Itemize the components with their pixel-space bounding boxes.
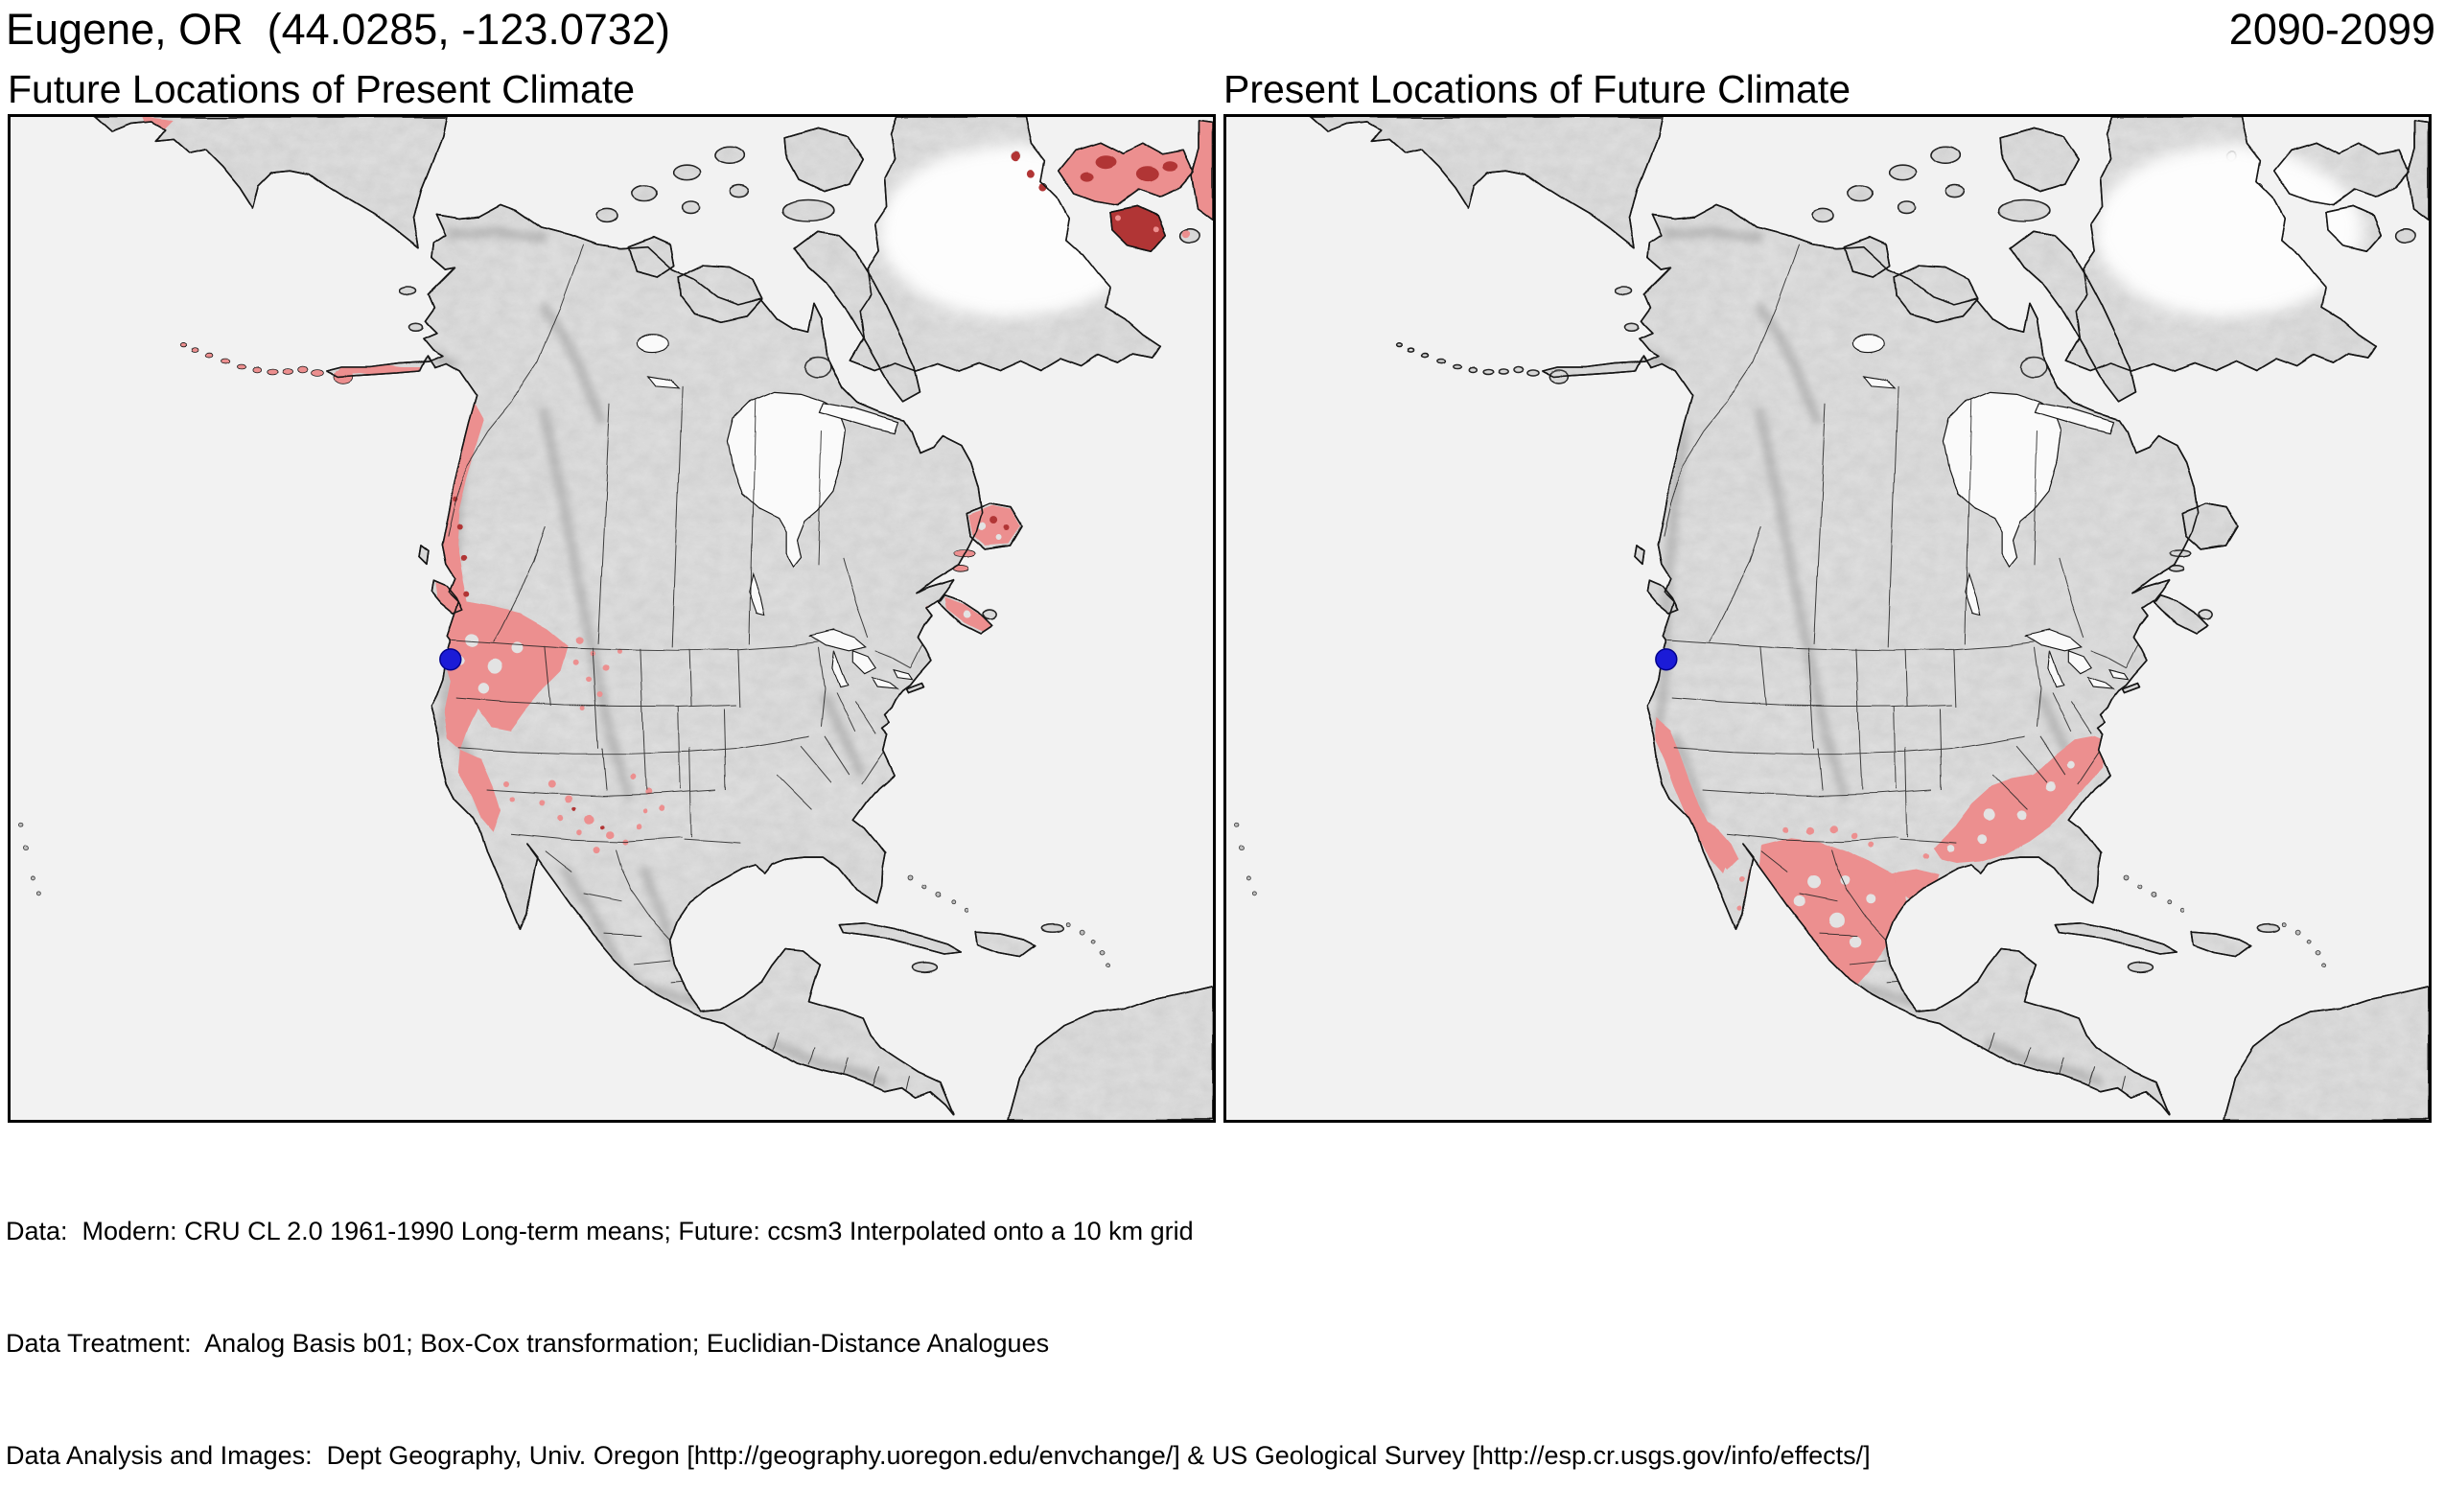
great-lakes: [636, 334, 915, 689]
period-label: 2090-2099: [2228, 5, 2435, 54]
right-map-title: Present Locations of Future Climate: [1223, 66, 1851, 111]
hudson-bay: [1942, 390, 2115, 568]
caption-data-treatment: Data Treatment: Analog Basis b01; Box-Co…: [6, 1328, 1050, 1358]
future-locations-map: [8, 113, 1216, 1123]
location-marker-eugene: [439, 647, 462, 670]
present-locations-map: [1223, 113, 2432, 1123]
political-borders: [447, 244, 931, 1091]
climate-analog-region: [1655, 716, 2115, 1014]
small-islands: [17, 821, 1110, 967]
caption-data-sources: Data: Modern: CRU CL 2.0 1961-1990 Long-…: [6, 1216, 1194, 1245]
figure-captions: Data: Modern: CRU CL 2.0 1961-1990 Long-…: [0, 1138, 2445, 1512]
coastline: [93, 116, 1213, 1120]
map-pair: [0, 113, 2445, 1123]
location-marker-eugene: [1655, 647, 1678, 670]
figure-header: Eugene, OR (44.0285, -123.0732) 2090-209…: [0, 0, 2445, 54]
small-islands: [1233, 821, 2326, 967]
map-subtitles: Future Locations of Present Climate Pres…: [0, 66, 2445, 111]
coastline: [1309, 116, 2429, 1120]
left-map-title: Future Locations of Present Climate: [8, 66, 636, 111]
caption-credits: Data Analysis and Images: Dept Geography…: [6, 1440, 1871, 1470]
page-title: Eugene, OR (44.0285, -123.0732): [6, 5, 670, 54]
political-borders: [1663, 244, 2147, 1091]
great-lakes: [1851, 334, 2131, 689]
hudson-bay: [726, 390, 899, 568]
